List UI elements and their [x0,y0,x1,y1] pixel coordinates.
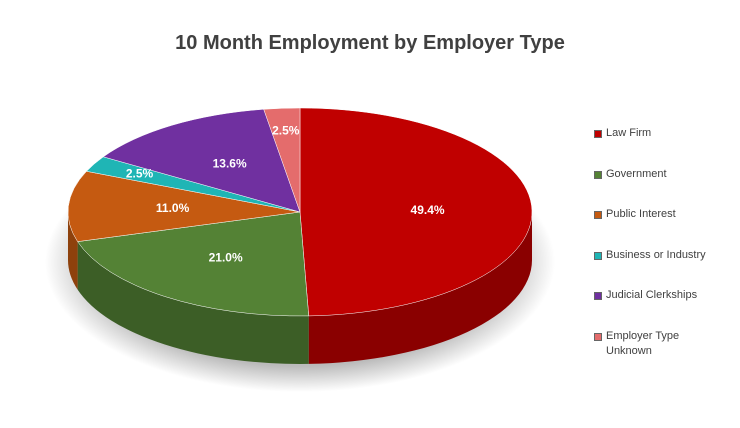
legend-label: Law Firm [606,127,652,139]
legend-swatch [594,332,602,341]
data-label: 21.0% [209,251,243,265]
legend-label: Judicial Clerkships [606,289,698,301]
legend-swatch [594,130,602,138]
legend-label: Public Interest [606,208,676,220]
legend-item: Public Interest [594,207,724,248]
legend-swatch [594,292,602,300]
slice [67,171,301,242]
legend-item: Business or Industry [594,248,724,289]
legend-item: Government [594,167,724,208]
data-label: 2.5% [126,167,154,181]
slice [263,107,301,213]
legend-swatch [594,211,602,219]
slice-side [68,212,78,290]
legend: Law Firm Government Public Interest Busines… [594,126,724,369]
data-label: 49.4% [411,203,445,217]
slice [77,211,310,317]
slice [102,109,301,213]
legend-label: Business or Industry [606,248,706,261]
slice-side [308,212,532,364]
slice-side [77,241,309,364]
legend-label: Government [606,167,667,180]
legend-label: Employer Type Unknown [606,329,680,357]
chart-title: 10 Month Employment by Employer Type [175,32,565,54]
slice [299,107,533,317]
legend-swatch [594,251,602,260]
legend-item: Judicial Clerkships [594,288,724,329]
data-label: 11.0% [156,201,190,215]
legend-item: Law Firm [594,126,724,167]
data-label: 13.6% [213,156,247,170]
legend-item: Employer Type Unknown [594,329,724,370]
legend-swatch [594,170,602,179]
data-label: 2.5% [272,123,300,137]
